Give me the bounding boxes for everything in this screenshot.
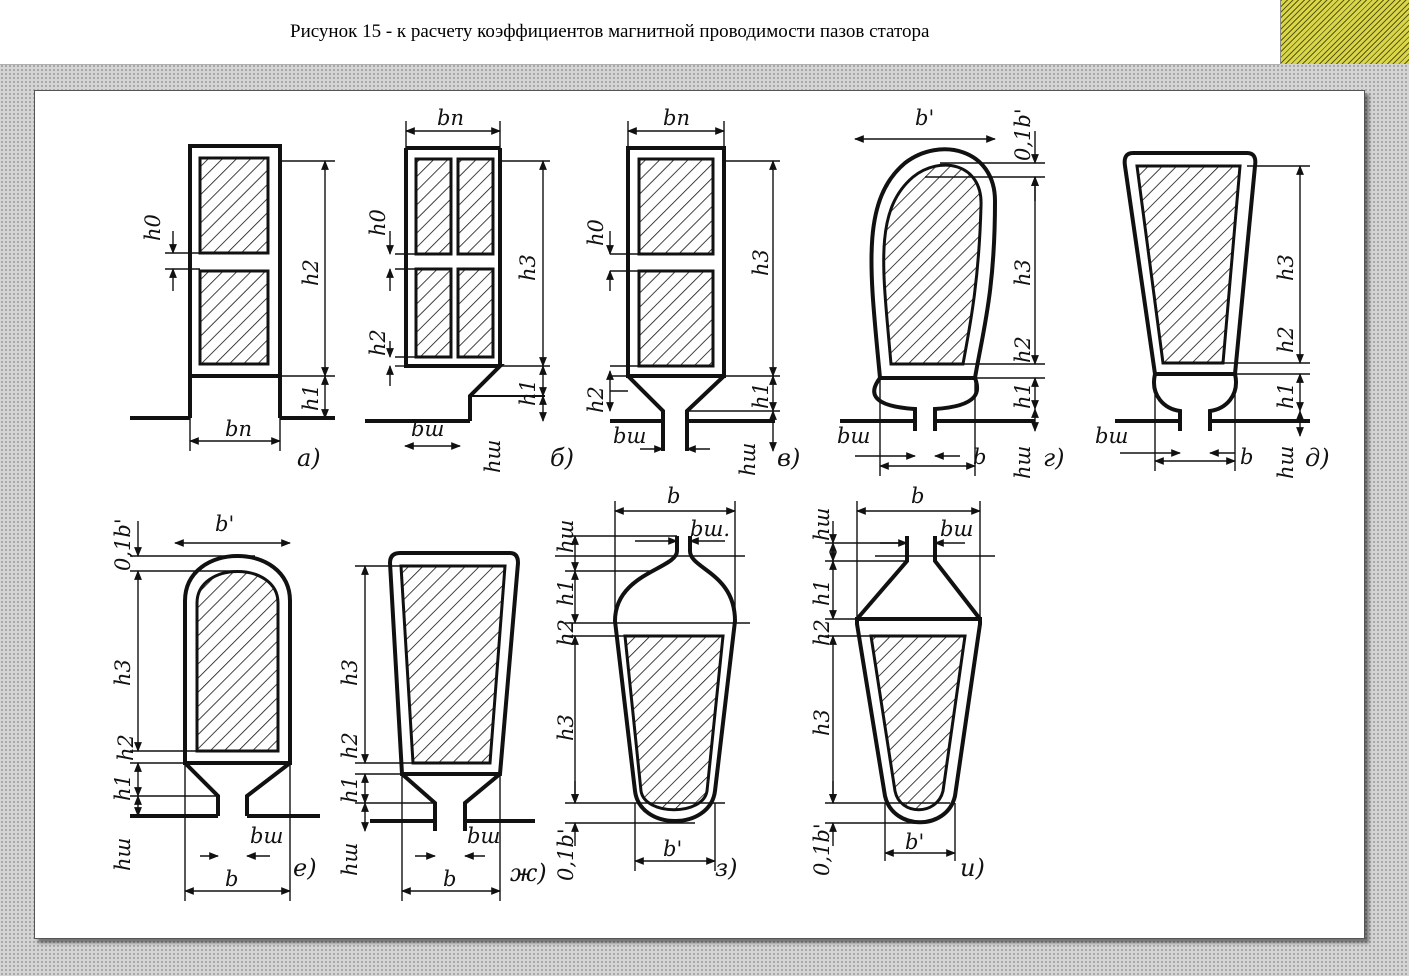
slot-diagrams: h0 h2 h1 bn а) bn h0 h3 h2 h1 bш hш б) b… [111,106,1330,901]
caption-i: и) [960,854,985,882]
label-e-b-prime: b' [215,512,234,536]
label-g-h1: h1 [1011,382,1035,409]
figure-title: Рисунок 15 - к расчету коэффициентов маг… [290,21,930,42]
panel-e [130,521,320,901]
label-d-h1: h1 [1274,382,1298,409]
label-a-h1: h1 [299,384,323,411]
label-zh-h1: h1 [338,776,362,803]
label-e-hsh: hш [111,838,135,871]
label-i-hsh: hш [810,508,834,541]
label-z-b: b [667,484,680,508]
label-e-h3: h3 [111,659,135,686]
figure-panel: h0 h2 h1 bn а) bn h0 h3 h2 h1 bш hш б) b… [34,90,1365,939]
label-z-h3: h3 [554,714,578,741]
caption-z: з) [715,854,737,882]
label-zh-bsh: bш [467,824,500,848]
label-v-bn: bn [663,106,690,130]
label-e-h1: h1 [111,774,135,801]
label-i-h2: h2 [810,619,834,646]
label-b-bsh: bш [411,417,444,441]
label-v-bsh: bш [613,424,646,448]
label-a-bn: bn [225,417,252,441]
label-g-tenth-b: 0,1b' [1011,108,1035,161]
panel-g [840,131,1045,476]
label-v-h1: h1 [749,382,773,409]
label-g-h2: h2 [1011,336,1035,363]
label-zh-b: b [443,867,456,891]
caption-a: а) [297,444,321,472]
label-z-h1: h1 [554,579,578,606]
label-v-h0: h0 [584,219,608,246]
label-e-b: b [225,867,238,891]
label-i-h3: h3 [810,709,834,736]
label-b-h3: h3 [516,254,540,281]
label-g-b: b [973,445,986,469]
label-d-b: b [1240,445,1253,469]
label-z-h2: h2 [554,619,578,646]
label-b-bn: bn [437,106,464,130]
label-g-b-prime: b' [915,106,934,130]
label-d-h2: h2 [1274,326,1298,353]
caption-b: б) [550,444,574,472]
label-b-hsh: hш [481,440,505,473]
label-e-h2: h2 [114,734,138,761]
label-g-bsh: bш [837,424,870,448]
caption-g: г) [1043,444,1065,472]
label-z-tenth-b: 0,1b' [554,828,578,881]
label-i-b: b [911,484,924,508]
panel-d [1115,151,1310,471]
panel-b [365,121,550,450]
panel-a [130,144,335,451]
label-zh-h2: h2 [338,732,362,759]
label-b-h0: h0 [366,209,390,236]
panel-z [555,501,750,871]
label-v-h3: h3 [749,249,773,276]
label-v-hsh: hш [736,443,760,476]
corner-swatch [1280,0,1409,64]
label-b-h2: h2 [366,329,390,356]
caption-v: в) [777,444,800,472]
label-i-b-prime: b' [905,830,924,854]
label-g-h3: h3 [1011,259,1035,286]
label-i-h1: h1 [810,579,834,606]
label-d-h3: h3 [1274,254,1298,281]
labels: h0 h2 h1 bn а) bn h0 h3 h2 h1 bш hш б) b… [111,106,1330,891]
label-z-hsh: hш [554,520,578,553]
label-z-bsh: bш. [690,517,730,541]
label-e-bsh: bш [250,824,283,848]
caption-d: д) [1305,444,1330,472]
label-d-hsh: hш [1274,446,1298,479]
label-d-bsh: bш [1095,424,1128,448]
panel-i [825,501,995,861]
label-zh-hsh: hш [338,843,362,876]
caption-zh: ж) [510,859,547,887]
label-a-h0: h0 [141,214,165,241]
panel-v [606,121,780,453]
label-i-bsh: bш [940,517,973,541]
label-g-hsh: hш [1011,446,1035,479]
label-e-tenth-b: 0,1b' [111,518,135,571]
caption-e: е) [293,854,317,882]
label-v-h2: h2 [584,386,608,413]
label-a-h2: h2 [299,259,323,286]
label-b-h1: h1 [516,379,540,406]
label-zh-h3: h3 [338,659,362,686]
label-i-tenth-b: 0,1b' [810,823,834,876]
panel-zh [355,551,535,901]
label-z-b-prime: b' [663,837,682,861]
title-bar: Рисунок 15 - к расчету коэффициентов маг… [0,0,1280,65]
